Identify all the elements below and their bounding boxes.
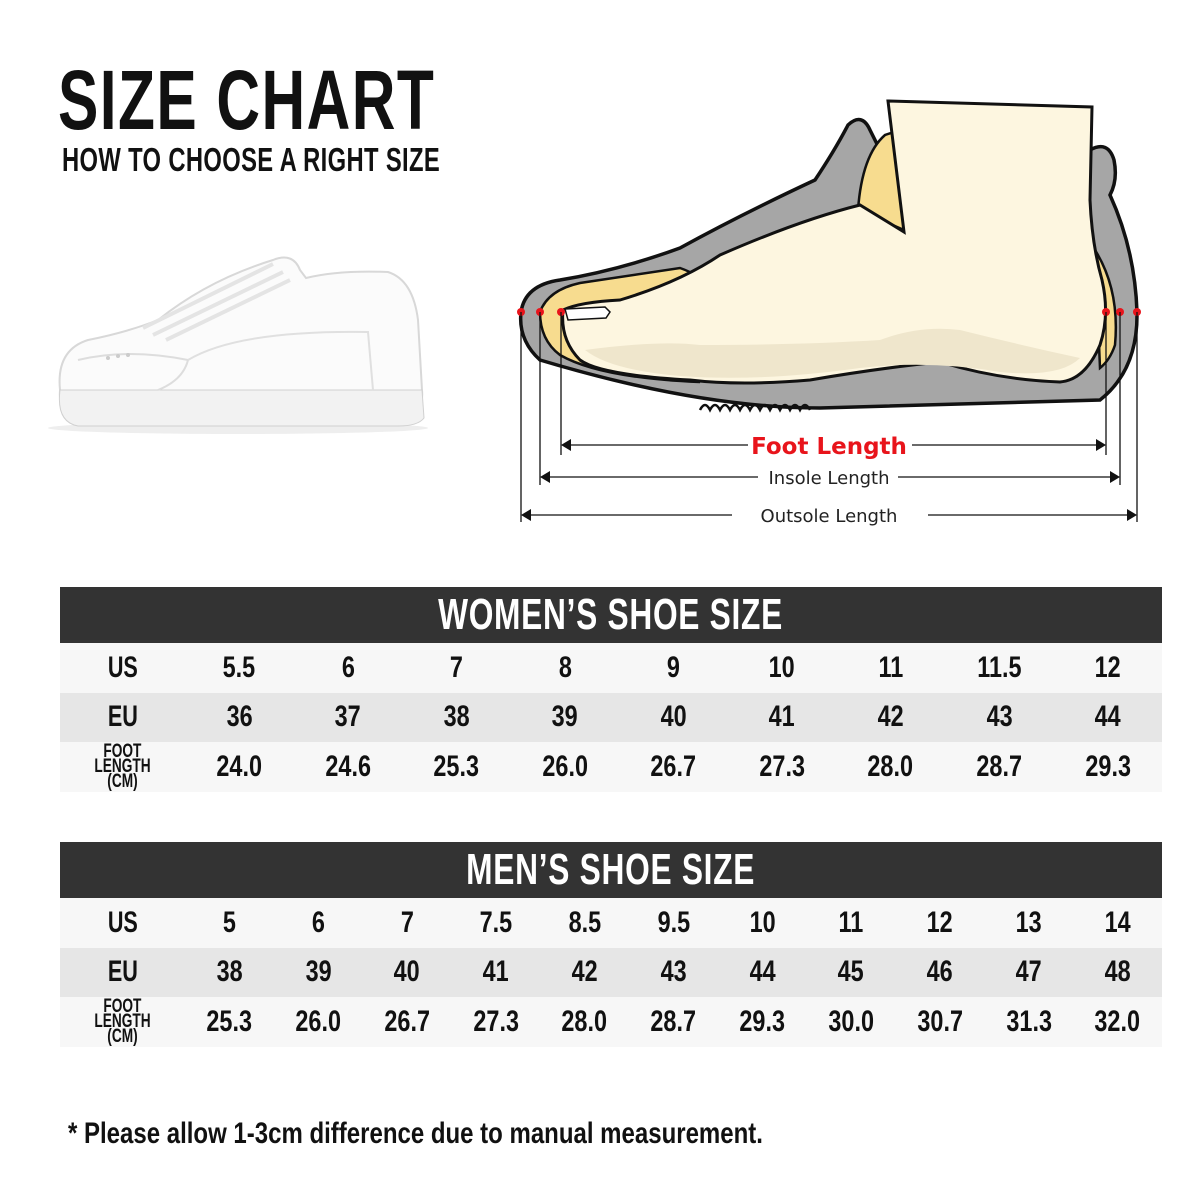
table-row-eu: EU 38 39 40 41 42 43 44 45 46 47 48 [60,947,1162,997]
table-cell: 10 [749,905,776,939]
table-cell: 47 [1015,955,1042,989]
table-cell: 13 [1015,905,1042,939]
table-cell: 26.0 [295,1004,341,1038]
table-cell: 41 [482,955,509,989]
table-cell: 12 [926,905,953,939]
table-cell: 40 [394,955,421,989]
table-cell: 12 [1094,650,1121,684]
table-cell: 43 [660,955,687,989]
table-cell: 24.0 [216,749,263,783]
foot [561,99,1108,385]
womens-table-title: WOMEN’S SHOE SIZE [60,587,1162,643]
table-cell: 36 [226,700,253,734]
foot-measurement-diagram: Foot Length Insole Length Outsole Length [517,99,1141,527]
outsole-length-label: Outsole Length [761,506,898,527]
table-cell: 37 [334,700,361,734]
footnote: * Please allow 1-3cm difference due to m… [68,1117,763,1150]
table-cell: 44 [1094,700,1121,734]
table-cell: 29.3 [1085,749,1131,783]
table-cell: 24.6 [325,749,371,783]
table-cell: 42 [877,700,904,734]
table-cell: 44 [749,955,776,989]
table-cell: 7.5 [479,905,513,939]
table-cell: 45 [838,955,865,989]
table-cell: 14 [1104,905,1131,939]
table-cell: 9.5 [657,905,690,939]
table-cell: 7 [449,650,463,684]
table-row-us: US 5 6 7 7.5 8.5 9.5 10 11 12 13 14 [60,898,1162,948]
page-title: SIZE CHART [58,53,436,147]
table-cell: 27.3 [759,749,805,783]
table-cell: 26.7 [650,749,697,783]
table-cell: 28.7 [650,1004,697,1038]
table-cell: 9 [667,650,681,684]
table-cell: 6 [341,650,355,684]
table-cell: 32.0 [1094,1004,1141,1038]
table-cell: 7 [400,905,414,939]
table-cell: 27.3 [473,1004,519,1038]
table-cell: 25.3 [433,749,480,783]
table-cell: 5 [222,905,236,939]
table-cell: 25.3 [206,1004,253,1038]
mens-size-table: MEN’S SHOE SIZE US 5 6 7 7.5 8.5 9.5 10 11 12 13 14… [60,842,1162,1047]
table-cell: 8 [558,650,572,684]
table-cell: 48 [1104,955,1131,989]
toe-nail [564,306,611,321]
table-row-eu: EU 36 37 38 39 40 41 42 43 44 [60,692,1162,742]
table-cell: 38 [216,955,243,989]
table-cell: 46 [926,955,953,989]
foot-length-label: Foot Length [751,434,907,460]
page-subtitle: HOW TO CHOOSE A RIGHT SIZE [62,141,441,178]
table-cell: 28.0 [867,749,914,783]
insole-length-label: Insole Length [769,468,890,489]
table-cell: 38 [443,700,470,734]
table-cell: 30.0 [828,1004,874,1038]
table-row-us: US 5.5 6 7 8 9 10 11 11.5 12 [60,643,1162,693]
table-cell: 28.0 [561,1004,608,1038]
womens-size-table: WOMEN’S SHOE SIZE US 5.5 6 7 8 9 10 11 11.5 12 EU… [60,587,1162,792]
table-row-foot-length: FOOT LENGTH (CM) 24.0 24.6 25.3 26.0 26.7 27.3 2… [60,742,1162,792]
table-cell: 30.7 [917,1004,963,1038]
table-cell: 6 [311,905,325,939]
table-cell: 28.7 [976,749,1022,783]
table-cell: 5.5 [223,650,256,684]
table-cell: 11 [878,650,904,684]
table-cell: 40 [660,700,687,734]
table-cell: 29.3 [739,1004,786,1038]
table-cell: 8.5 [568,905,601,939]
table-cell: 31.3 [1005,1004,1052,1038]
table-cell: 10 [769,650,796,684]
table-cell: 39 [305,955,332,989]
mens-table-title: MEN’S SHOE SIZE [60,842,1162,898]
table-cell: 41 [769,700,796,734]
table-cell: 42 [571,955,598,989]
table-cell: 26.0 [542,749,588,783]
table-cell: 43 [986,700,1013,734]
table-cell: 11.5 [977,650,1022,684]
table-cell: 39 [551,700,578,734]
sneaker-image [48,256,428,434]
table-row-foot-length: FOOT LENGTH (CM) 25.3 26.0 26.7 27.3 28.0 28.7 2… [60,997,1162,1047]
table-cell: 11 [838,905,864,939]
table-cell: 26.7 [384,1004,430,1038]
outsole-tread [698,403,812,413]
